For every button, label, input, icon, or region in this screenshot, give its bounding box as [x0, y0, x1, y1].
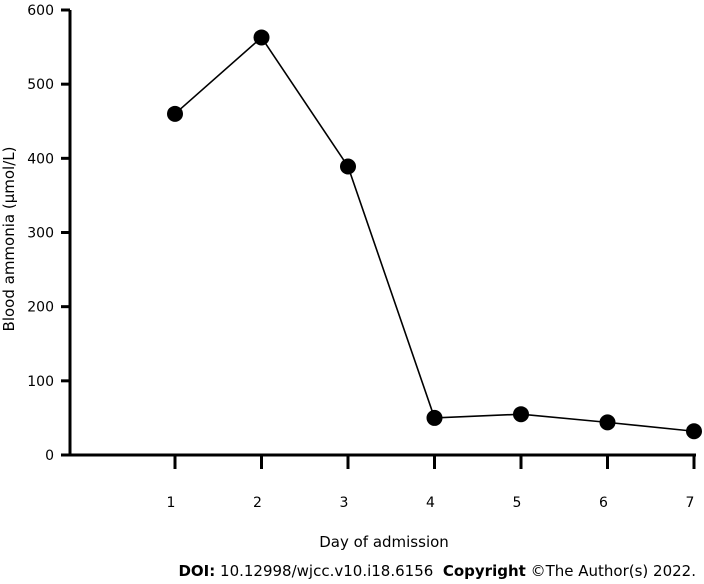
y-tick-label: 300 [27, 226, 54, 242]
data-point [253, 29, 270, 46]
series-line [174, 36, 695, 433]
series-layer [167, 29, 702, 440]
source-footer: DOI: 10.12998/wjcc.v10.i18.6156 Copyrigh… [178, 562, 696, 580]
y-tick-label: 400 [27, 151, 54, 167]
data-point [513, 406, 529, 423]
line-chart: 0 100 200 300 400 500 600 1 2 3 4 5 6 7 Day of admis… [0, 3, 702, 551]
x-tick-label: 7 [686, 495, 695, 511]
x-tick-label: 5 [513, 495, 522, 511]
x-tick-label: 1 [167, 495, 176, 511]
x-ticks: 1 2 3 4 5 6 7 [167, 455, 696, 511]
x-axis-title: Day of admission [319, 533, 449, 551]
y-tick-label: 200 [27, 300, 54, 316]
y-ticks: 0 100 200 300 400 500 600 [27, 3, 70, 464]
doi-label: DOI: [178, 562, 216, 580]
axes [68, 10, 696, 457]
doi-value: 10.12998/wjcc.v10.i18.6156 [220, 562, 434, 580]
data-point [340, 158, 356, 175]
x-tick-label: 3 [340, 495, 349, 511]
data-point [426, 409, 443, 426]
x-tick-label: 6 [599, 495, 608, 511]
data-point [686, 423, 702, 440]
x-tick-label: 2 [253, 495, 262, 511]
y-tick-label: 100 [27, 374, 54, 390]
x-tick-label: 4 [426, 495, 435, 511]
copyright-label: Copyright [442, 562, 526, 580]
y-axis-title: Blood ammonia (μmol/L) [0, 147, 18, 332]
y-tick-label: 0 [45, 448, 54, 464]
y-tick-label: 500 [27, 77, 54, 93]
copyright-value: ©The Author(s) 2022. [530, 562, 696, 580]
data-point [167, 105, 183, 122]
y-tick-label: 600 [27, 3, 54, 19]
data-point [599, 414, 616, 431]
